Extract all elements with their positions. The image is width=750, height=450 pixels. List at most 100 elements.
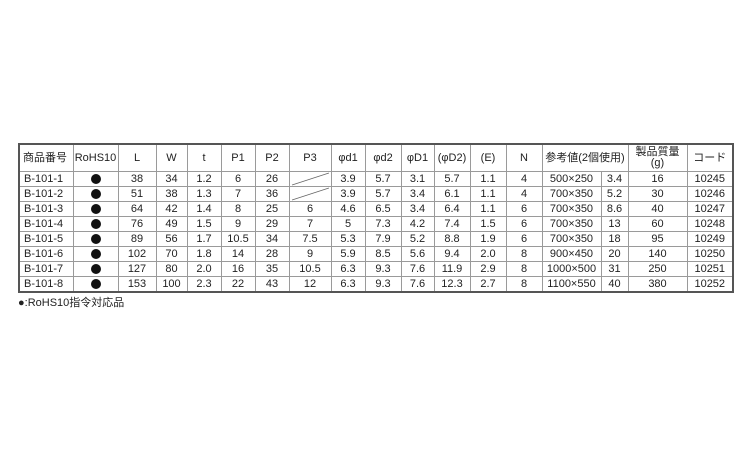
table-cell: 1.1	[469, 171, 507, 187]
table-cell: 11.9	[433, 261, 471, 277]
table-cell: 38	[117, 171, 157, 187]
table-cell: 4	[505, 171, 543, 187]
rohs-compliant-dot-icon	[90, 234, 101, 245]
table-cell: 49	[155, 216, 188, 232]
table-cell: 6	[288, 201, 332, 217]
table-cell: 5.2	[600, 186, 629, 202]
table-cell: 13	[600, 216, 629, 232]
table-cell: 1.1	[469, 201, 507, 217]
table-cell: B-101-3	[18, 201, 74, 217]
table-cell: 22	[220, 276, 256, 293]
table-cell: 8	[505, 276, 543, 293]
table-cell: 31	[600, 261, 629, 277]
table-cell: 5.2	[400, 231, 435, 247]
table-cell: 7.5	[288, 231, 332, 247]
table-cell	[288, 186, 332, 202]
table-cell: 7.6	[400, 276, 435, 293]
table-cell: 34	[254, 231, 290, 247]
table-cell: 9.3	[364, 276, 402, 293]
column-header: P2	[254, 143, 290, 172]
table-cell: 1100×550	[541, 276, 602, 293]
table-cell: 1.4	[186, 201, 222, 217]
table-cell: 4	[505, 186, 543, 202]
table-cell: 6.5	[364, 201, 402, 217]
table-cell: B-101-4	[18, 216, 74, 232]
column-header: N	[505, 143, 543, 172]
table-cell: 153	[117, 276, 157, 293]
table-cell: 10250	[686, 246, 734, 262]
table-cell: 35	[254, 261, 290, 277]
column-header: RoHS10	[72, 143, 119, 172]
table-cell: 102	[117, 246, 157, 262]
column-header: (E)	[469, 143, 507, 172]
column-header: 参考値(2個使用)	[541, 143, 629, 172]
table-cell	[72, 186, 119, 202]
table-cell: 8	[505, 246, 543, 262]
rohs-compliant-dot-icon	[90, 264, 101, 275]
column-header: W	[155, 143, 188, 172]
table-cell: 500×250	[541, 171, 602, 187]
column-header: P1	[220, 143, 256, 172]
table-cell: 12	[288, 276, 332, 293]
table-cell: 7	[288, 216, 332, 232]
table-cell: 8.6	[600, 201, 629, 217]
table-cell: 6	[505, 216, 543, 232]
table-row: B-101-3 64 42 1.4 8 25 6 4.6 6.5 3.4 6.4 1.1 6 700×35…	[18, 201, 734, 217]
table-cell: 5	[330, 216, 366, 232]
table-cell: 380	[627, 276, 688, 293]
table-cell	[72, 171, 119, 187]
table-cell: 3.4	[400, 186, 435, 202]
table-cell: 2.0	[469, 246, 507, 262]
table-cell: 700×350	[541, 231, 602, 247]
table-cell: 7.9	[364, 231, 402, 247]
table-row: B-101-2 51 38 1.3 7 36 3.9 5.7 3.4 6.1 1.1 4 700×350…	[18, 186, 734, 202]
table-cell: 2.3	[186, 276, 222, 293]
table-cell	[72, 261, 119, 277]
table-cell: 100	[155, 276, 188, 293]
table-row: B-101-5 89 56 1.7 10.5 34 7.5 5.3 7.9 5.2 8.8 1.9 6 7…	[18, 231, 734, 247]
table-cell: 5.6	[400, 246, 435, 262]
table-cell: 95	[627, 231, 688, 247]
table-cell: 2.0	[186, 261, 222, 277]
table-cell: 18	[600, 231, 629, 247]
table-cell: 6	[505, 231, 543, 247]
table-cell: B-101-8	[18, 276, 74, 293]
table-cell: 700×350	[541, 216, 602, 232]
table-cell: 42	[155, 201, 188, 217]
table-cell: 3.9	[330, 171, 366, 187]
table-cell: 4.2	[400, 216, 435, 232]
column-header: L	[117, 143, 157, 172]
rohs-note: ●:RoHS10指令対応品	[18, 297, 125, 309]
table-cell: 7.3	[364, 216, 402, 232]
table-cell: 1.9	[469, 231, 507, 247]
table-cell: 64	[117, 201, 157, 217]
table-cell: 40	[600, 276, 629, 293]
table-cell: 9.3	[364, 261, 402, 277]
table-cell: 10252	[686, 276, 734, 293]
table-row: B-101-4 76 49 1.5 9 29 7 5 7.3 4.2 7.4 1.5 6 700×350 1…	[18, 216, 734, 232]
column-header: P3	[288, 143, 332, 172]
table-cell: 36	[254, 186, 290, 202]
table-cell: 80	[155, 261, 188, 277]
table-cell: 9.4	[433, 246, 471, 262]
table-cell: 20	[600, 246, 629, 262]
table-cell: 1.7	[186, 231, 222, 247]
table-cell: 29	[254, 216, 290, 232]
table-cell: 34	[155, 171, 188, 187]
table-row: B-101-1 38 34 1.2 6 26 3.9 5.7 3.1 5.7 1.1 4 500×250…	[18, 171, 734, 187]
not-applicable-slash	[291, 187, 329, 201]
rohs-compliant-dot-icon	[90, 189, 101, 200]
not-applicable-slash	[291, 172, 329, 186]
table-cell: 1.8	[186, 246, 222, 262]
table-cell: 12.3	[433, 276, 471, 293]
table-cell: 6.3	[330, 276, 366, 293]
table-cell: 56	[155, 231, 188, 247]
column-header: (φD2)	[433, 143, 471, 172]
table-cell: 5.7	[364, 186, 402, 202]
table-row: B-101-8 153 100 2.3 22 43 12 6.3 9.3 7.6 12.3 2.7 8 1…	[18, 276, 734, 293]
table-cell: 8	[505, 261, 543, 277]
table-cell: 127	[117, 261, 157, 277]
table-cell: 6	[220, 171, 256, 187]
